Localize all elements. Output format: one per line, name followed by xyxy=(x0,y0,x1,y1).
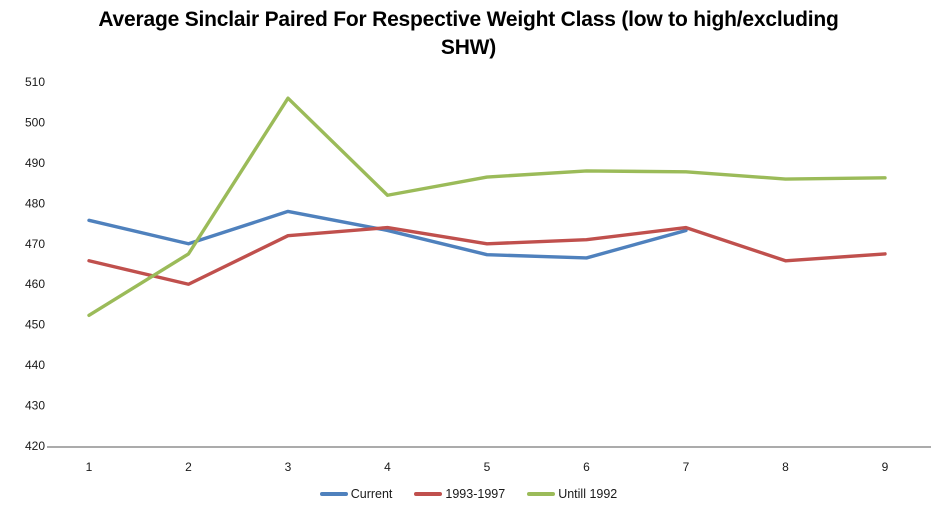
x-axis-tick-labels: 1 2 3 4 5 6 7 8 9 xyxy=(86,460,889,474)
y-tick-label: 440 xyxy=(25,358,45,372)
legend-label: Current xyxy=(350,487,393,501)
x-tick-label: 7 xyxy=(683,460,690,474)
legend-item-current: Current xyxy=(319,487,393,501)
y-tick-label: 430 xyxy=(25,399,45,413)
x-tick-label: 8 xyxy=(782,460,789,474)
x-tick-label: 4 xyxy=(384,460,391,474)
legend-swatch xyxy=(527,492,556,496)
y-axis-tick-labels: 420 430 440 450 460 470 480 490 500 510 xyxy=(25,75,45,453)
series-line-1993-1997 xyxy=(87,225,887,286)
y-tick-label: 460 xyxy=(25,277,45,291)
series-lines xyxy=(87,96,887,318)
legend-label: 1993-1997 xyxy=(445,487,506,501)
x-tick-label: 9 xyxy=(882,460,889,474)
y-tick-label: 500 xyxy=(25,115,45,129)
legend-item-untill-1992: Untill 1992 xyxy=(527,487,617,501)
series-line-untill-1992 xyxy=(87,96,887,318)
legend-item-1993-1997: 1993-1997 xyxy=(414,487,505,501)
legend-swatch xyxy=(319,492,348,496)
x-tick-label: 5 xyxy=(484,460,491,474)
x-tick-label: 3 xyxy=(285,460,292,474)
y-tick-label: 490 xyxy=(25,156,45,170)
series-line-current xyxy=(87,209,688,260)
x-tick-label: 6 xyxy=(583,460,590,474)
y-tick-label: 450 xyxy=(25,318,45,332)
legend-label: Untill 1992 xyxy=(558,487,618,501)
y-tick-label: 470 xyxy=(25,237,45,251)
y-tick-label: 510 xyxy=(25,75,45,89)
y-tick-label: 420 xyxy=(25,439,45,453)
chart-title: Average Sinclair Paired For Respective W… xyxy=(98,8,839,59)
y-tick-label: 480 xyxy=(25,196,45,210)
x-tick-label: 2 xyxy=(185,460,192,474)
legend-swatch xyxy=(414,492,443,496)
x-tick-label: 1 xyxy=(86,460,93,474)
chart-legend: Current 1993-1997 Untill 1992 xyxy=(0,485,937,503)
